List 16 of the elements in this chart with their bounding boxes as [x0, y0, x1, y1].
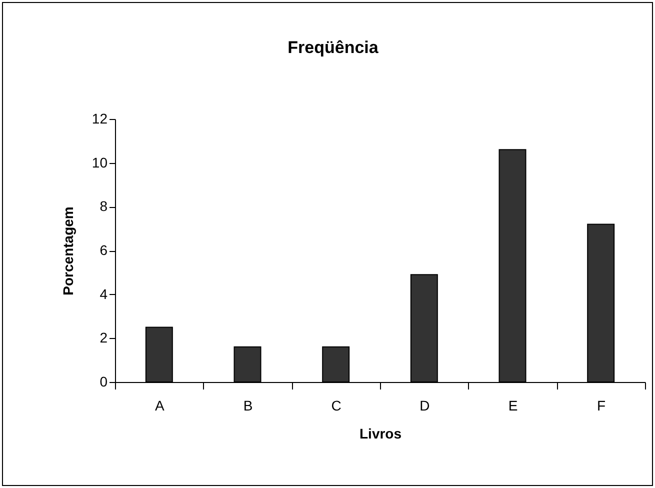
y-tick-label: 6 — [100, 242, 108, 258]
x-tick-label: D — [420, 398, 430, 414]
y-axis-title: Porcentagem — [60, 206, 76, 296]
chart-title: Freqüência — [288, 38, 379, 57]
y-tick-label: 10 — [92, 154, 108, 170]
x-tick-label: B — [243, 398, 253, 414]
y-tick-label: 0 — [100, 374, 108, 390]
x-tick-label: C — [331, 398, 342, 414]
x-tick-label: A — [154, 398, 165, 414]
x-tick-label: E — [508, 398, 518, 414]
y-tick-label: 2 — [100, 330, 108, 346]
x-tick-label: F — [597, 398, 606, 414]
y-tick-label: 8 — [100, 198, 108, 214]
x-axis-title: Livros — [359, 426, 402, 442]
y-tick-label: 12 — [92, 110, 108, 126]
y-tick-label: 4 — [100, 286, 108, 302]
